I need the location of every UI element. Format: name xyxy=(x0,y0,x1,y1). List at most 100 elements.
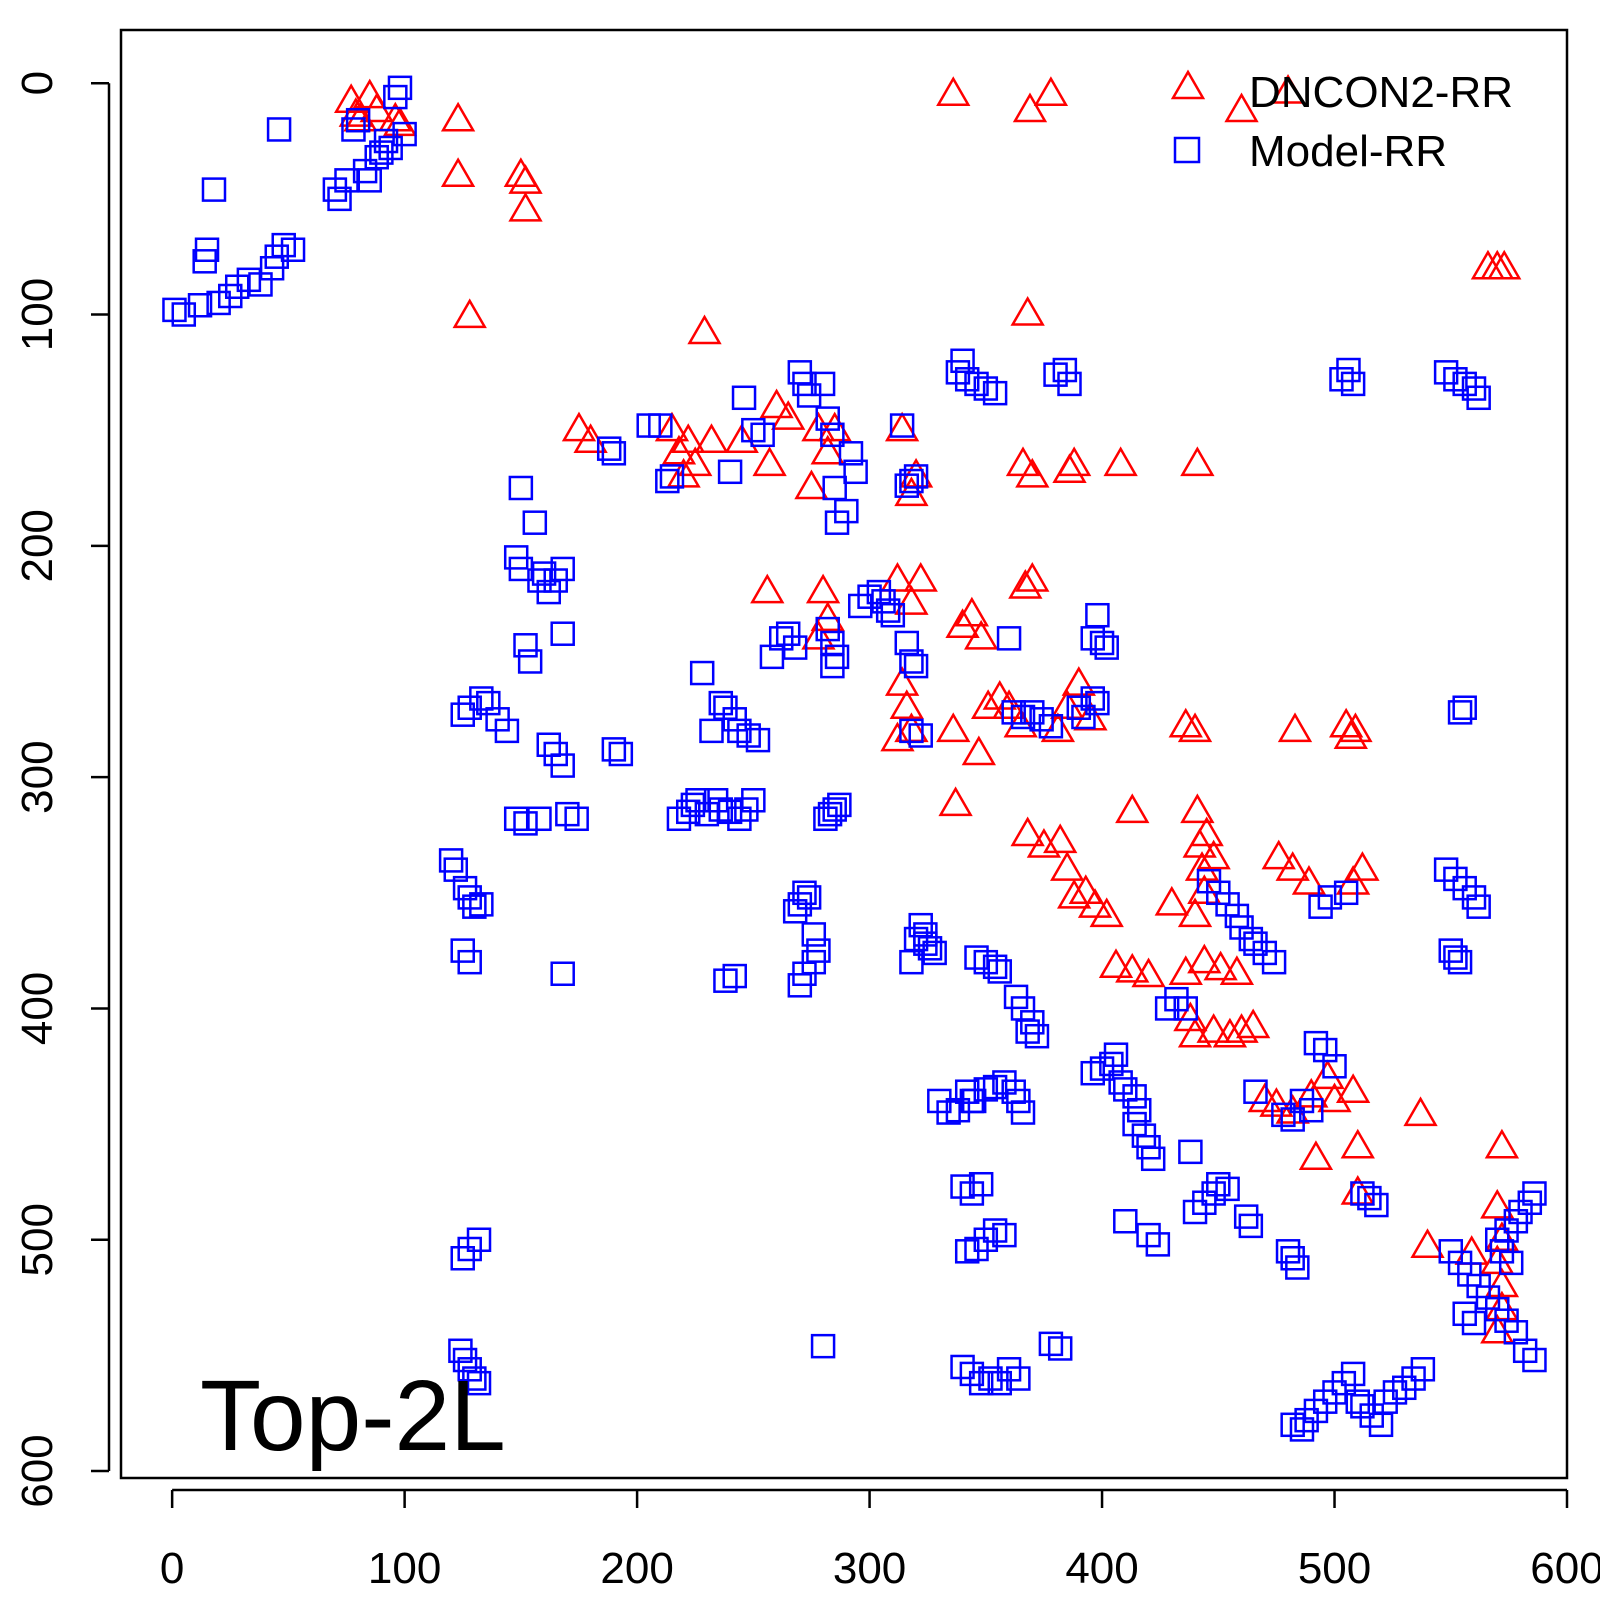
model-rr-point xyxy=(820,422,845,448)
model-rr-point xyxy=(1382,1380,1408,1405)
dncon2-rr-point xyxy=(1189,816,1224,847)
model-rr-point xyxy=(1057,371,1082,397)
model-rr-point xyxy=(601,737,627,762)
dncon2-rr-point xyxy=(794,469,829,500)
dncon2-rr-point xyxy=(1040,712,1076,743)
dncon2-rr-point xyxy=(561,411,597,442)
model-rr-point xyxy=(815,406,840,431)
model-rr-point xyxy=(1508,1199,1533,1225)
model-rr-point xyxy=(457,949,482,975)
model-rr-point xyxy=(827,792,852,818)
model-rr-point xyxy=(1512,1338,1538,1364)
dncon2-rr-point xyxy=(894,585,929,615)
model-rr-point xyxy=(508,475,534,501)
dncon2-rr-point xyxy=(1008,568,1043,599)
dncon2-rr-point xyxy=(1196,1013,1231,1043)
model-rr-point xyxy=(741,788,766,813)
model-rr-point xyxy=(1299,1097,1324,1123)
model-rr-point xyxy=(1071,704,1096,730)
dncon2-rr-point xyxy=(1328,707,1364,738)
dncon2-rr-point xyxy=(1270,73,1306,104)
dncon2-rr-point xyxy=(1487,249,1522,280)
model-rr-point xyxy=(1122,1084,1147,1109)
model-rr-point xyxy=(908,723,933,748)
model-rr-point xyxy=(1522,1181,1547,1206)
model-rr-point xyxy=(899,649,924,674)
series-dncon2-rr xyxy=(333,73,1522,1344)
dncon2-rr-point xyxy=(884,411,920,442)
dncon2-rr-point xyxy=(694,423,729,453)
model-rr-point xyxy=(457,1357,482,1382)
model-rr-point xyxy=(782,899,808,924)
model-rr-point xyxy=(1303,1398,1329,1424)
model-rr-point xyxy=(1261,949,1287,975)
model-rr-point xyxy=(1447,949,1473,975)
dncon2-rr-point xyxy=(1061,666,1096,696)
model-rr-point xyxy=(1215,1176,1240,1202)
model-rr-point xyxy=(731,385,757,411)
model-rr-point xyxy=(383,84,408,110)
y-tick-label: 500 xyxy=(13,1203,62,1276)
model-rr-point xyxy=(745,727,771,753)
model-rr-point xyxy=(908,912,933,938)
x-tick-label: 300 xyxy=(833,1544,906,1593)
dncon2-rr-point xyxy=(1115,793,1150,824)
dncon2-rr-point xyxy=(1043,823,1078,854)
dncon2-rr-point xyxy=(771,400,806,430)
model-rr-point xyxy=(959,1361,985,1387)
model-rr-point xyxy=(1289,1417,1315,1442)
model-rr-point xyxy=(1089,630,1115,656)
model-rr-point xyxy=(875,598,901,623)
x-tick-label: 100 xyxy=(368,1544,441,1593)
model-rr-point xyxy=(1085,602,1110,628)
model-rr-point xyxy=(996,626,1022,651)
model-rr-point xyxy=(736,723,761,748)
model-rr-point xyxy=(871,589,896,614)
model-rr-point xyxy=(792,880,817,906)
model-rr-point xyxy=(1317,885,1343,910)
model-rr-point xyxy=(959,1181,985,1206)
model-rr-point xyxy=(954,367,980,392)
dncon2-rr-point xyxy=(687,314,722,345)
model-rr-point xyxy=(734,797,759,822)
model-rr-point xyxy=(550,961,575,986)
model-rr-point xyxy=(1357,1185,1382,1211)
model-rr-point xyxy=(555,801,580,827)
dncon2-rr-point xyxy=(440,157,476,187)
model-rr-point xyxy=(1336,357,1361,383)
dncon2-rr-point xyxy=(1259,1087,1294,1117)
dncon2-rr-point xyxy=(954,596,990,627)
dncon2-rr-point xyxy=(1098,948,1134,979)
dncon2-rr-point xyxy=(724,423,759,453)
dncon2-rr-point xyxy=(884,666,920,696)
dncon2-rr-point xyxy=(1203,950,1238,981)
model-rr-point xyxy=(608,741,634,767)
model-rr-point xyxy=(1108,1070,1133,1095)
model-rr-point xyxy=(1517,1190,1543,1215)
chart-annotation: Top-2L xyxy=(200,1360,506,1472)
model-rr-point xyxy=(973,1227,999,1253)
model-rr-point xyxy=(1373,1389,1398,1414)
model-rr-point xyxy=(1080,1060,1105,1086)
model-rr-point xyxy=(982,1074,1008,1100)
legend-label-model: Model-RR xyxy=(1249,127,1447,176)
model-rr-point xyxy=(1043,362,1068,387)
model-rr-point xyxy=(889,413,915,438)
dncon2-rr-point xyxy=(1050,851,1085,881)
y-tick-label: 0 xyxy=(13,71,62,95)
dncon2-rr-point xyxy=(1219,955,1255,985)
dncon2-rr-point xyxy=(945,608,980,639)
model-rr-point xyxy=(1275,1239,1301,1264)
model-rr-point xyxy=(950,1174,975,1199)
model-rr-point xyxy=(1238,1213,1264,1239)
model-rr-point xyxy=(1201,1181,1226,1206)
model-rr-point xyxy=(806,938,831,963)
model-rr-point xyxy=(452,875,478,901)
dncon2-rr-point xyxy=(1275,851,1310,881)
model-rr-point xyxy=(450,1246,475,1271)
model-rr-point xyxy=(1294,1407,1319,1433)
model-rr-point xyxy=(601,441,627,466)
model-rr-point xyxy=(801,922,827,947)
model-rr-point xyxy=(527,806,552,832)
